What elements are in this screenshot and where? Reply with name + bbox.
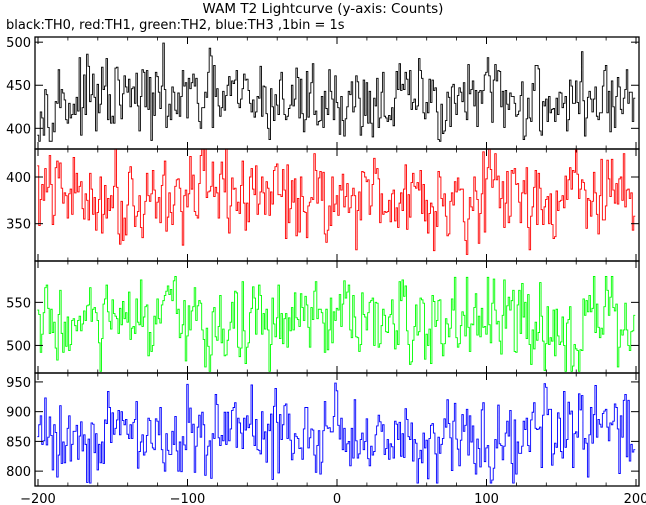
y-tick-label: 500: [6, 36, 31, 51]
x-tick-label: −100: [170, 492, 206, 505]
panel-frame-th0: [34, 36, 640, 150]
series-line-th3: [37, 382, 636, 484]
x-tick-label: 0: [333, 492, 341, 505]
panel-frame-th3: [34, 372, 640, 487]
x-tick-label: −200: [20, 492, 56, 505]
series-line-th1: [37, 148, 636, 255]
x-tick-label: 100: [474, 492, 499, 505]
chart-title: WAM T2 Lightcurve (y-axis: Counts): [202, 1, 444, 17]
y-tick-label: 450: [6, 79, 31, 94]
y-tick-label: 950: [6, 376, 31, 391]
y-tick-label: 350: [6, 218, 31, 233]
y-tick-label: 800: [6, 465, 31, 480]
y-tick-label: 900: [6, 406, 31, 421]
y-tick-label: 500: [6, 339, 31, 354]
x-tick-label: 200: [624, 492, 646, 505]
series-line-th0: [37, 42, 636, 142]
chart-subtitle: black:TH0, red:TH1, green:TH2, blue:TH3 …: [6, 18, 345, 33]
y-tick-label: 850: [6, 435, 31, 450]
y-tick-label: 400: [6, 122, 31, 137]
y-tick-label: 400: [6, 171, 31, 186]
y-tick-label: 550: [6, 296, 31, 311]
series-line-th2: [37, 276, 636, 372]
